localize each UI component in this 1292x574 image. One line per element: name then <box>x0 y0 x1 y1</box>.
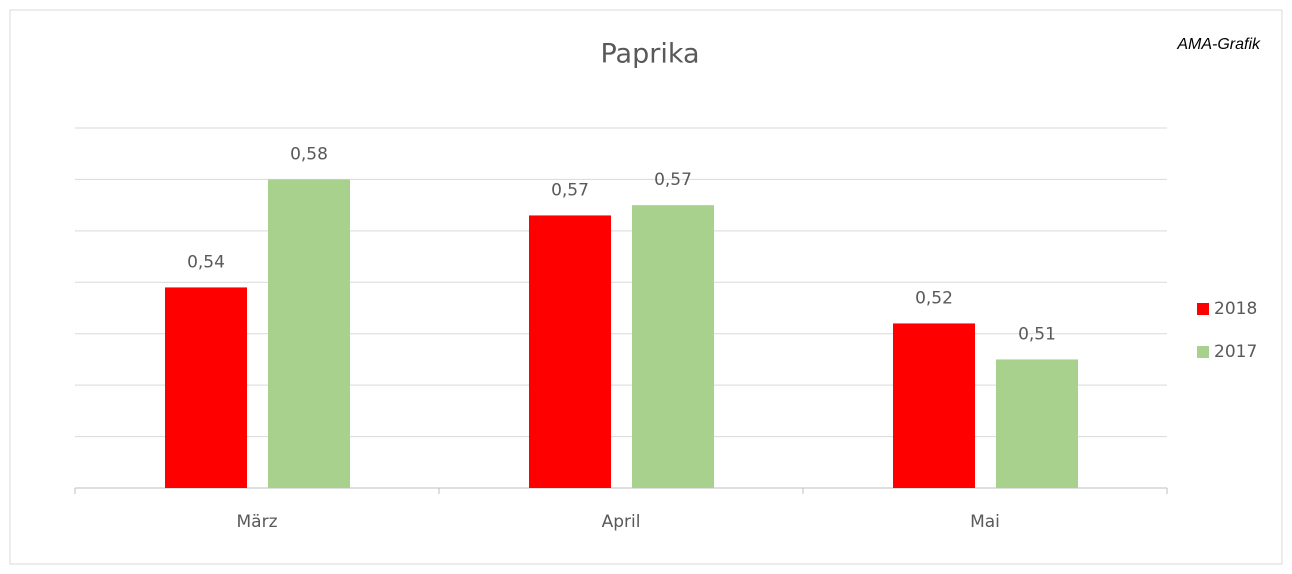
data-label: 0,57 <box>551 180 589 200</box>
legend-label: 2018 <box>1214 299 1257 319</box>
annotation: AMA-Grafik <box>1176 36 1261 53</box>
bar <box>268 179 350 488</box>
x-tick-label: März <box>237 512 278 532</box>
x-tick-label: Mai <box>970 512 1000 532</box>
bar <box>165 287 247 488</box>
chart-title: Paprika <box>600 39 699 70</box>
data-label: 0,52 <box>915 288 953 308</box>
bar <box>529 215 611 488</box>
legend-label: 2017 <box>1214 342 1257 362</box>
data-label: 0,57 <box>654 170 692 190</box>
data-label: 0,54 <box>187 252 225 272</box>
legend-swatch <box>1197 303 1209 315</box>
data-label: 0,51 <box>1018 324 1056 344</box>
legend-swatch <box>1197 346 1209 358</box>
bar <box>996 359 1078 488</box>
data-label: 0,58 <box>290 144 328 164</box>
x-tick-label: April <box>602 512 641 532</box>
bar <box>632 205 714 488</box>
bar <box>893 323 975 488</box>
